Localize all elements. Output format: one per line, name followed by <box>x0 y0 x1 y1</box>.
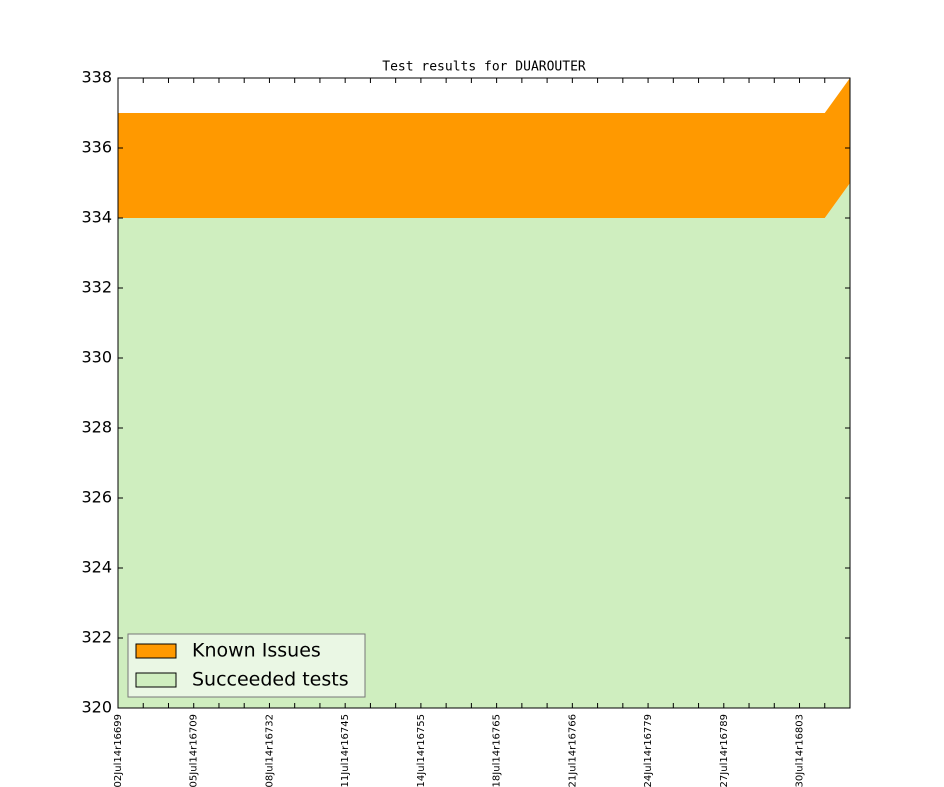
y-tick-label: 322 <box>81 628 112 647</box>
y-tick-label: 324 <box>81 558 112 577</box>
x-tick-label: 27Jul14r16789 <box>719 714 730 787</box>
area <box>118 183 850 708</box>
plot-frame <box>117 77 851 709</box>
legend-label: Succeeded tests <box>192 669 349 691</box>
y-tick-label: 338 <box>81 68 112 87</box>
y-tick-label: 332 <box>81 278 112 297</box>
y-tick-label: 328 <box>81 418 112 437</box>
x-tick-label: 30Jul14r16803 <box>795 714 806 787</box>
x-tick-label: 08Jul14r16732 <box>264 714 275 787</box>
x-tick-label: 14Jul14r16755 <box>416 714 427 787</box>
legend-label: Known Issues <box>192 640 321 662</box>
area <box>118 78 850 218</box>
chart-title: Test results for DUAROUTER <box>382 60 586 75</box>
x-tick-label: 11Jul14r16745 <box>340 714 351 787</box>
y-tick-label: 320 <box>81 698 112 717</box>
legend-swatch <box>135 643 177 659</box>
legend-swatch <box>135 672 177 688</box>
y-tick-label: 334 <box>81 208 112 227</box>
x-tick-label: 21Jul14r16766 <box>567 714 578 787</box>
x-tick-label: 24Jul14r16779 <box>643 714 654 787</box>
legend: Known Issues Succeeded tests <box>127 633 366 698</box>
y-tick-label: 326 <box>81 488 112 507</box>
y-tick-label: 336 <box>81 138 112 157</box>
y-tick-label: 330 <box>81 348 112 367</box>
x-tick-label: 05Jul14r16709 <box>189 714 200 787</box>
x-tick-label: 18Jul14r16765 <box>492 714 503 787</box>
x-tick-label: 02Jul14r16699 <box>113 714 124 787</box>
